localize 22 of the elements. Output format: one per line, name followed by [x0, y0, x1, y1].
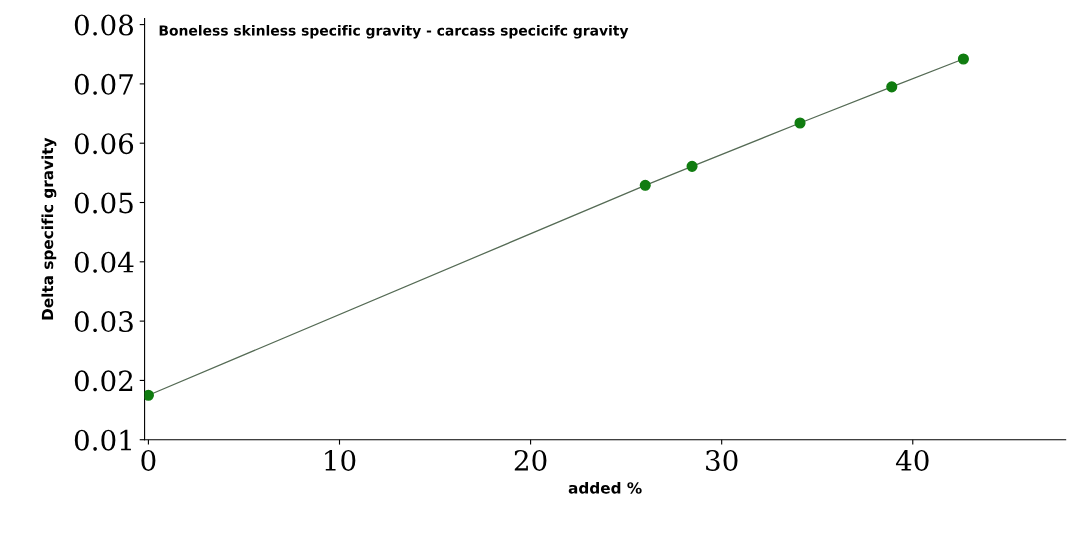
point: [794, 117, 806, 129]
point: [686, 160, 698, 172]
y-axis-title: Delta specific gravity: [41, 137, 57, 320]
y-tick-label: 0.02: [74, 370, 133, 392]
x-axis-title: added %: [568, 481, 642, 494]
point: [639, 179, 651, 191]
x-tick-label: 20: [514, 449, 547, 471]
x-tick-label: 30: [706, 449, 738, 471]
y-tick-label: 0.03: [74, 311, 133, 333]
y-tick-label: 0.04: [74, 251, 134, 273]
y-tick-label: 0.08: [74, 14, 133, 36]
x-tick-label: 0: [141, 449, 156, 471]
point: [886, 81, 898, 93]
point: [957, 53, 969, 65]
y-tick-label: 0.06: [74, 133, 134, 155]
chart-title: Boneless skinless specific gravity - carcass specicifc gravity: [159, 24, 629, 39]
point: [144, 389, 154, 401]
y-tick-label: 0.07: [74, 73, 133, 95]
x-tick-label: 40: [895, 449, 929, 471]
y-tick-label: 0.05: [74, 192, 133, 214]
x-tick-label: 10: [325, 449, 356, 471]
y-tick-label: 0.01: [74, 429, 131, 451]
